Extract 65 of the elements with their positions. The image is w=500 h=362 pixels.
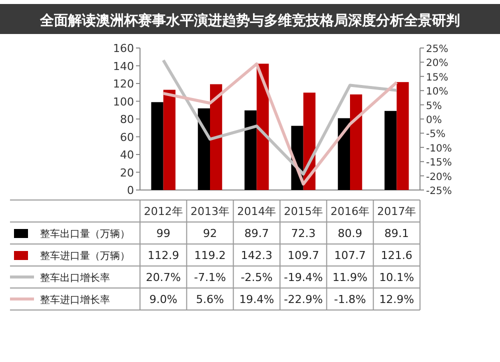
legend-label: 整车进口量（万辆）: [40, 250, 130, 262]
y2-tick-label: 5%: [426, 100, 442, 112]
legend-label: 整车出口增长率: [40, 272, 110, 284]
data-label: -22.9%: [284, 293, 323, 306]
data-label: -19.4%: [284, 271, 323, 284]
y2-tick-label: -15%: [426, 158, 452, 169]
bar: [244, 110, 257, 190]
x-tick-label: 2017年: [377, 205, 416, 218]
legend-label: 整车出口量（万辆）: [40, 228, 130, 240]
data-label: -1.8%: [334, 293, 366, 306]
y2-tick-label: 15%: [426, 72, 448, 84]
data-label: 19.4%: [239, 293, 274, 306]
y2-tick-label: -25%: [426, 186, 452, 197]
x-tick-label: 2014年: [237, 205, 276, 218]
y2-tick-label: 25%: [426, 44, 448, 55]
y-tick-label: 120: [113, 78, 134, 90]
legend-label: 整车进口增长率: [40, 294, 110, 306]
y2-tick-label: 0%: [426, 115, 442, 126]
data-label: 89.7: [244, 227, 269, 240]
data-label: 72.3: [291, 227, 316, 240]
x-tick-label: 2016年: [330, 205, 370, 218]
y-tick-label: 0: [127, 184, 134, 197]
bar: [151, 102, 164, 190]
data-label: 11.9%: [332, 271, 368, 284]
data-label: 89.1: [384, 227, 409, 240]
y2-tick-label: 20%: [426, 58, 448, 70]
bar: [350, 94, 362, 190]
data-label: 12.9%: [379, 293, 414, 306]
y-tick-label: 60: [120, 130, 134, 144]
data-label: 142.3: [240, 249, 272, 262]
y-tick-label: 20: [120, 166, 134, 180]
bar: [163, 90, 176, 190]
bar: [396, 82, 409, 190]
bar: [384, 110, 397, 190]
y-tick-label: 140: [113, 60, 134, 73]
data-label: 99: [156, 227, 170, 240]
data-label: 10.1%: [379, 271, 414, 284]
x-tick-label: 2013年: [190, 205, 230, 218]
bar: [256, 64, 269, 190]
y-tick-label: 80: [120, 113, 134, 126]
data-label: 80.9: [338, 227, 362, 240]
y2-tick-label: -10%: [426, 143, 452, 154]
data-label: 121.6: [380, 249, 412, 262]
data-label: 112.9: [148, 249, 180, 262]
data-label: -7.1%: [194, 271, 226, 284]
bar: [198, 108, 210, 190]
x-tick-label: 2012年: [144, 205, 183, 218]
y2-tick-label: -20%: [426, 172, 452, 183]
data-label: 119.2: [194, 249, 226, 262]
data-label: 109.7: [288, 249, 320, 262]
chart-title: 全面解读澳洲杯赛事水平演进趋势与多维竞技格局深度分析全景研判: [39, 12, 460, 29]
y-tick-label: 100: [113, 95, 134, 108]
bar: [210, 84, 222, 190]
data-label: -2.5%: [240, 271, 273, 284]
y2-tick-label: -5%: [426, 129, 446, 140]
data-label: 107.7: [334, 249, 366, 262]
data-label: 20.7%: [146, 271, 181, 284]
data-label: 92: [203, 227, 217, 240]
data-label: 5.6%: [196, 293, 224, 306]
y2-tick-label: 10%: [426, 86, 448, 98]
data-label: 9.0%: [149, 293, 178, 306]
y-tick-label: 160: [113, 42, 134, 55]
y-tick-label: 40: [120, 148, 134, 162]
bar: [338, 118, 350, 190]
x-tick-label: 2015年: [284, 205, 323, 218]
